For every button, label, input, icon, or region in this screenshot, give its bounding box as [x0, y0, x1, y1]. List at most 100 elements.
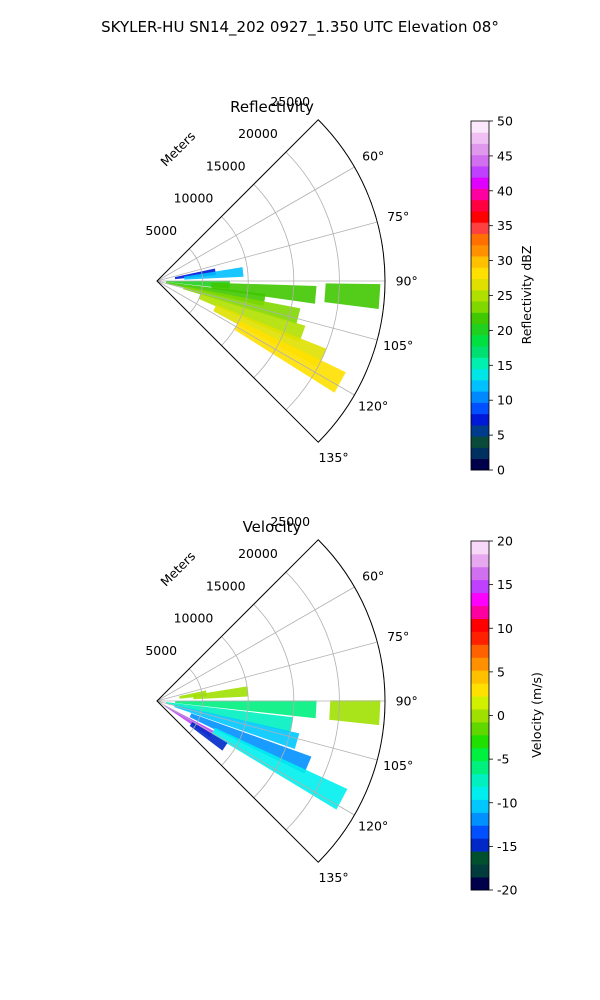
- colorbar-segment: [471, 289, 489, 302]
- colorbar-segment: [471, 760, 489, 775]
- colorbar-segment: [471, 825, 489, 839]
- velocity-range-ticks: 5000 10000 15000 20000 25000: [145, 514, 310, 658]
- colorbar-segment: [471, 644, 489, 658]
- colorbar-segment: [471, 579, 489, 594]
- colorbar-segment: [471, 592, 489, 607]
- range-tick-label: 15000: [206, 578, 246, 593]
- colorbar-segment: [471, 709, 489, 723]
- azimuth-tick-label: 75°: [387, 629, 409, 644]
- reflectivity-grid: [156, 119, 386, 443]
- range-tick-label: 5000: [145, 643, 177, 658]
- colorbar-segment: [471, 413, 489, 426]
- figure-title: SKYLER-HU SN14_202 0927_1.350 UTC Elevat…: [101, 18, 499, 37]
- azimuth-tick-label: 60°: [362, 149, 384, 164]
- range-tick-label: 20000: [238, 126, 278, 141]
- colorbar-segment: [471, 402, 489, 415]
- colorbar-tick-label: 25: [497, 288, 513, 303]
- azimuth-gridline: [156, 700, 355, 816]
- colorbar-segment: [471, 177, 489, 189]
- colorbar-segment: [471, 566, 489, 581]
- velocity-echo-layer: [164, 686, 381, 810]
- colorbar-tick-label: 10: [497, 621, 513, 636]
- colorbar-segment: [471, 670, 489, 684]
- colorbar-segment: [471, 346, 489, 358]
- colorbar-tick-label: 20: [497, 534, 513, 549]
- echo-cell: [175, 700, 317, 719]
- colorbar-segment: [471, 553, 489, 568]
- colorbar-tick-label: 45: [497, 148, 513, 163]
- reflectivity-echo-layer: [165, 267, 381, 393]
- reflectivity-title: Reflectivity: [230, 98, 314, 116]
- reflectivity-range-ticks: 5000 10000 15000 20000 25000: [145, 94, 310, 238]
- colorbar-segment: [471, 121, 489, 133]
- azimuth-tick-label: 105°: [383, 338, 413, 353]
- velocity-azimuth-ticks: 60° 75° 90° 105° 120° 135°: [318, 569, 417, 885]
- velocity-panel: Velocity Meters 5000 10000 15000 20000 25000…: [145, 514, 544, 898]
- colorbar-segment: [471, 541, 489, 555]
- colorbar-segment: [471, 154, 489, 167]
- reflectivity-sector-frame: [156, 119, 386, 443]
- colorbar-segment: [471, 436, 489, 448]
- colorbar-segment: [471, 786, 489, 800]
- colorbar-tick-label: 5: [497, 664, 505, 679]
- colorbar-segment: [471, 773, 489, 787]
- colorbar-segment: [471, 734, 489, 749]
- echo-cell: [174, 705, 300, 749]
- colorbar-segment: [471, 334, 489, 347]
- echo-cell: [189, 722, 228, 751]
- azimuth-tick-label: 120°: [358, 398, 388, 413]
- azimuth-gridline: [156, 280, 355, 396]
- colorbar-tick-label: -10: [497, 795, 517, 810]
- colorbar-tick-label: -15: [497, 839, 517, 854]
- range-tick-label: 10000: [174, 611, 214, 626]
- colorbar-segment: [471, 864, 489, 878]
- velocity-grid: [156, 539, 386, 863]
- colorbar-segment: [471, 696, 489, 710]
- reflectivity-range-label: Meters: [157, 128, 198, 169]
- colorbar-segment: [471, 747, 489, 762]
- range-tick-label: 25000: [270, 514, 310, 529]
- colorbar-segment: [471, 278, 489, 291]
- colorbar-segment: [471, 211, 489, 223]
- velocity-title: Velocity: [243, 518, 302, 536]
- colorbar-segment: [471, 851, 489, 865]
- colorbar-segment: [471, 233, 489, 246]
- colorbar-segment: [471, 721, 489, 736]
- colorbar-segment: [471, 188, 489, 201]
- colorbar-tick-label: 0: [497, 463, 505, 478]
- range-tick-label: 20000: [238, 546, 278, 561]
- echo-cell: [211, 727, 348, 810]
- echo-cell: [324, 283, 381, 310]
- colorbar-segment: [471, 631, 489, 645]
- colorbar-tick-label: 15: [497, 577, 513, 592]
- colorbar-tick-label: 5: [497, 428, 505, 443]
- sector-outline: [156, 119, 386, 443]
- sector-outline: [156, 539, 386, 863]
- colorbar-segment: [471, 323, 489, 336]
- range-tick-label: 5000: [145, 223, 177, 238]
- colorbar-segment: [471, 618, 489, 632]
- velocity-colorbar: -20 -15 -10 -5 0 5 10 15 20: [470, 534, 517, 898]
- azimuth-tick-label: 135°: [318, 450, 348, 465]
- colorbar-segment: [471, 199, 489, 212]
- colorbar-segment: [471, 222, 489, 234]
- colorbar-tick-label: 10: [497, 393, 513, 408]
- reflectivity-panel: Reflectivity Meters 5000 10000 15000 20000 2…: [145, 94, 534, 478]
- azimuth-gridline: [156, 641, 378, 702]
- azimuth-gridline: [156, 586, 355, 702]
- colorbar-segment: [471, 838, 489, 852]
- colorbar-segment: [471, 132, 489, 144]
- velocity-range-label: Meters: [157, 548, 198, 589]
- azimuth-tick-label: 90°: [396, 694, 418, 709]
- echo-cell: [193, 686, 249, 700]
- echo-cell: [211, 282, 317, 304]
- colorbar-segment: [471, 312, 489, 325]
- velocity-sector-frame: [156, 539, 386, 863]
- colorbar-tick-label: -20: [497, 883, 517, 898]
- colorbar-segment: [471, 657, 489, 671]
- colorbar-segment: [471, 391, 489, 403]
- echo-cell: [329, 700, 381, 726]
- azimuth-gridline: [156, 700, 378, 761]
- colorbar-tick-label: 20: [497, 323, 513, 338]
